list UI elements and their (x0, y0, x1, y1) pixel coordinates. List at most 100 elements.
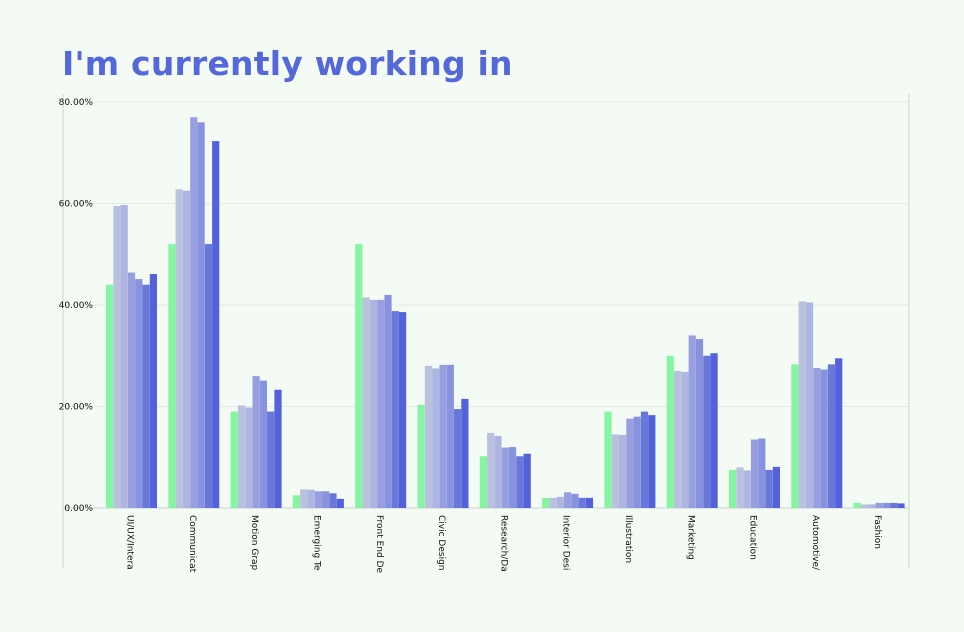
bar (542, 497, 550, 508)
bar (875, 502, 883, 508)
bar (204, 244, 212, 508)
bar (820, 369, 828, 508)
bar (772, 466, 780, 508)
bar (355, 244, 363, 508)
bar (322, 491, 330, 508)
bar (578, 497, 586, 508)
bar (182, 190, 191, 508)
bar (765, 469, 773, 508)
bar (142, 284, 150, 508)
x-category-label: Front End De (374, 515, 384, 574)
bar (106, 284, 114, 508)
x-category-labels: UI/UX/Intera Communicat Motion Grap Emergin… (125, 515, 883, 574)
bar (377, 299, 385, 508)
bar (384, 294, 392, 508)
bar (424, 365, 432, 508)
bar (494, 435, 502, 508)
x-category-label: Interior Desi (561, 515, 571, 570)
bar (750, 439, 759, 508)
x-category-label: Illustration (623, 515, 633, 563)
bar (127, 272, 136, 508)
x-category-label: Civic Design (436, 515, 446, 571)
x-category-label: UI/UX/Intera (125, 515, 135, 570)
bar (626, 418, 634, 508)
bar (113, 206, 121, 508)
bar (882, 502, 890, 508)
bar (549, 497, 557, 508)
y-tick-label: 80.00% (59, 98, 94, 108)
bar (890, 502, 898, 508)
bar (237, 405, 246, 508)
bar (230, 411, 238, 508)
bar (868, 504, 876, 508)
bar (369, 299, 377, 508)
bar (648, 415, 656, 508)
bar (633, 416, 641, 508)
bar (292, 495, 301, 508)
bar (758, 438, 766, 508)
bar (813, 367, 821, 508)
bar (245, 407, 253, 508)
bar (314, 491, 322, 508)
bar (695, 339, 704, 508)
bar (674, 370, 682, 508)
axes (62, 94, 910, 568)
bar (417, 404, 425, 508)
bar (640, 411, 649, 508)
x-category-label: Education (748, 515, 758, 560)
x-category-label: Emerging Te (311, 515, 321, 571)
bar (149, 274, 157, 508)
bar (197, 122, 205, 509)
bar (509, 447, 517, 508)
x-category-label: Fashion (872, 515, 882, 549)
bar (688, 335, 696, 508)
bar (743, 470, 751, 508)
x-category-label: Marketing (685, 515, 695, 560)
bar (267, 411, 275, 508)
bar (190, 117, 198, 508)
bar (120, 205, 128, 508)
bar (604, 411, 612, 508)
bar (135, 279, 143, 508)
bar (805, 302, 814, 508)
bar (391, 311, 399, 508)
bar (897, 503, 905, 508)
bar (585, 497, 594, 508)
bar (432, 368, 440, 508)
bar (736, 467, 744, 508)
bar (710, 353, 718, 508)
y-tick-labels: 0.00% 20.00% 40.00% 60.00% 80.00% (59, 98, 94, 514)
bar (827, 364, 835, 508)
bar (860, 504, 869, 508)
page-title: I'm currently working in (62, 44, 513, 83)
bar (454, 409, 462, 508)
y-tick-label: 60.00% (59, 200, 94, 210)
bar (439, 364, 447, 508)
bar (487, 432, 495, 508)
bar (212, 141, 220, 508)
bar (168, 244, 176, 508)
bar (252, 376, 260, 508)
bar (300, 489, 308, 508)
x-category-label: Research/Da (498, 515, 508, 572)
bar (523, 453, 531, 508)
x-category-label: Automotive/ (810, 515, 820, 571)
bar (501, 447, 509, 508)
bar (791, 364, 799, 508)
bar (666, 355, 674, 508)
y-tick-label: 0.00% (64, 504, 93, 514)
bar (853, 502, 861, 508)
bar (611, 434, 619, 508)
bar (274, 389, 282, 508)
bar (461, 398, 469, 508)
bar (835, 358, 843, 508)
bar (571, 493, 579, 508)
bar (362, 297, 370, 508)
bar (446, 364, 454, 508)
bar (479, 456, 487, 508)
bar (729, 469, 737, 508)
bar (516, 456, 524, 508)
x-category-label: Communicat (187, 515, 197, 573)
bar (556, 496, 564, 508)
